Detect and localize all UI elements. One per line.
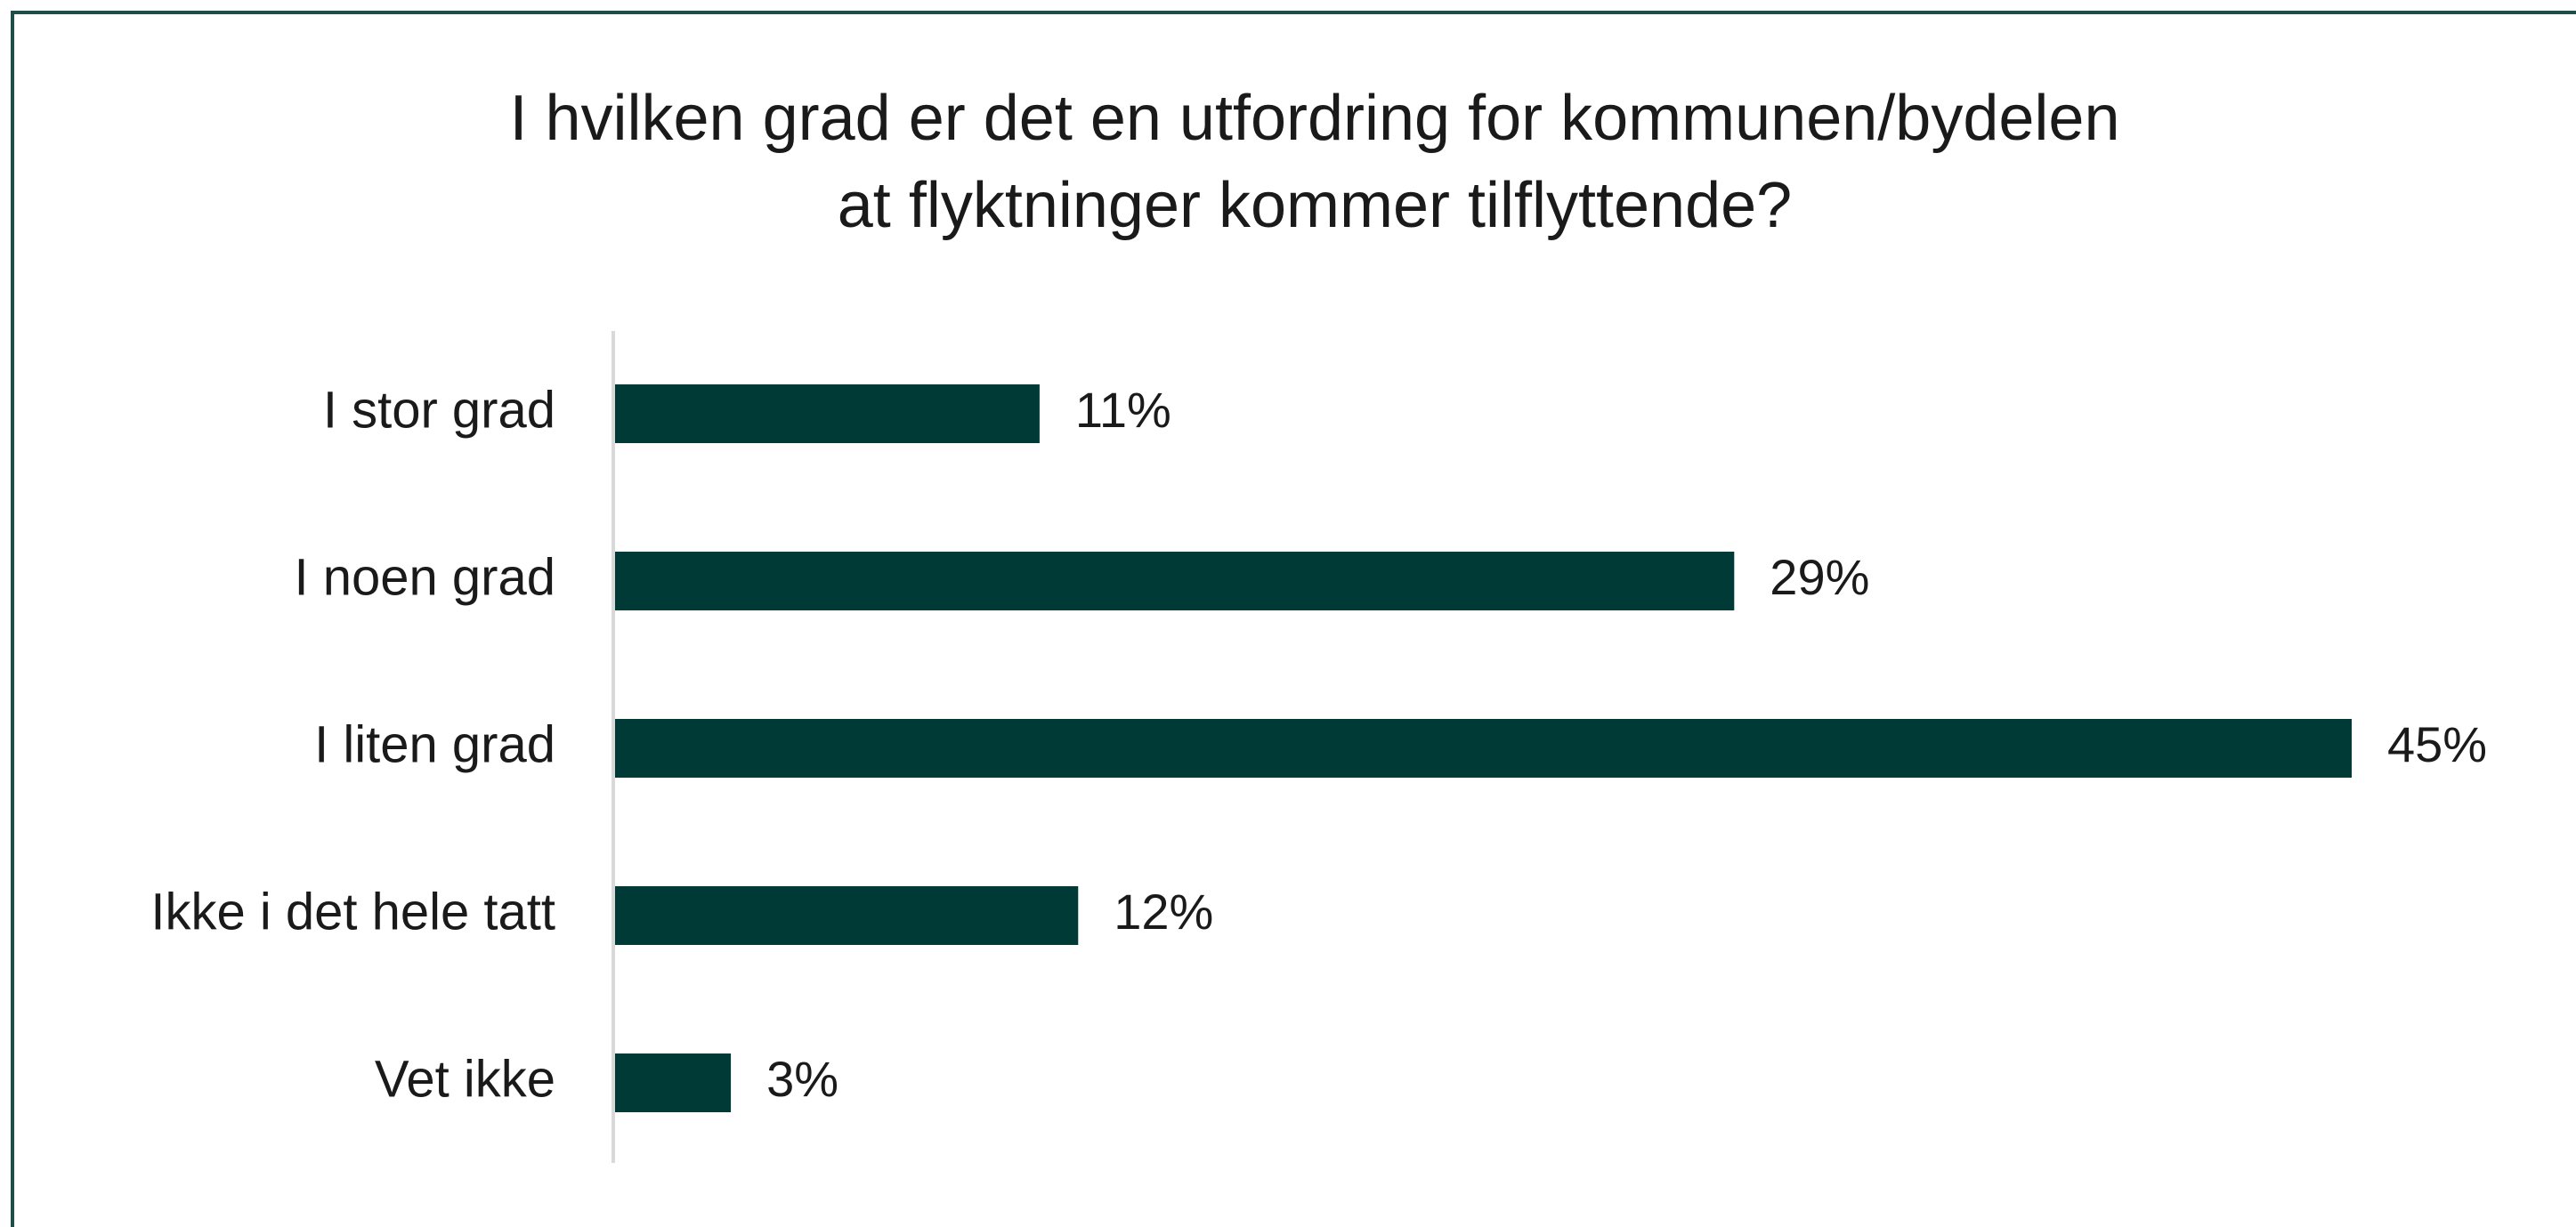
category-label: I stor grad [323,381,555,439]
chart-frame [11,11,2576,1227]
value-label: 3% [766,1051,838,1107]
chart-title: I hvilken grad er det en utfordring for … [509,83,2119,154]
category-label: Vet ikke [375,1050,555,1108]
bar [615,384,1040,443]
category-label: I noen grad [295,548,555,606]
value-label: 12% [1114,884,1213,940]
bar [615,552,1735,610]
bar [615,1053,732,1112]
value-label: 11% [1075,382,1171,438]
bar [615,719,2352,778]
category-label: I liten grad [314,715,555,773]
bar [615,886,1079,945]
value-label: 29% [1770,549,1869,605]
chart-title: at flyktninger kommer tilflyttende? [838,170,1792,241]
value-label: 45% [2387,716,2487,772]
category-label: Ikke i det hele tatt [150,883,555,940]
